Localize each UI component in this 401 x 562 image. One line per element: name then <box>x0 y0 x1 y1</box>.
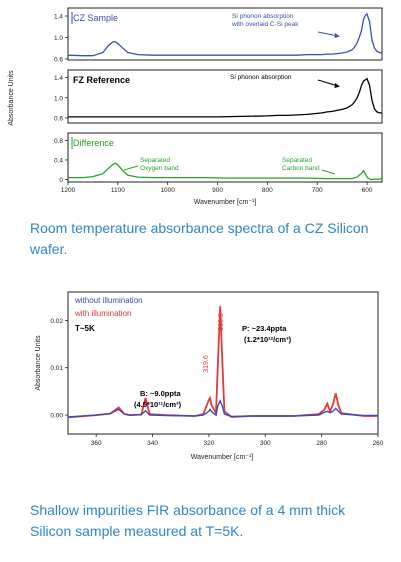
figure1-caption: Room temperature absorbance spectra of a… <box>30 220 369 257</box>
cz-annotation: Si phonon absorption with overlaid C-Si p… <box>231 13 299 28</box>
panel-frame-cz <box>67 7 383 61</box>
figure2-y-axis-label: Absorbance Units <box>35 335 42 391</box>
annotation-p-line1: P: ~23.4ppta <box>242 324 287 333</box>
y-tick-label-fz: 0.6 <box>54 115 63 122</box>
x-tick-label: 900 <box>212 187 223 194</box>
figure2-caption: Shallow impurities FIR absorbance of a 4… <box>30 502 346 539</box>
figure2-plot-frame <box>67 291 379 435</box>
carbon-band-arrow <box>321 169 336 175</box>
figure1-chart: Absorbance Units 1.4 1.0 0.6 CZ Sample 1.4 1.0… <box>8 7 383 206</box>
cz-annotation-arrowhead <box>334 33 340 38</box>
cz-annotation-arrow <box>317 31 339 37</box>
x-tick-label: 320 <box>203 440 214 447</box>
panel-title-fz: FZ Reference <box>73 75 130 85</box>
figure1-x-axis-label: Wavenumber [cm⁻¹] <box>194 199 257 206</box>
series-line-without-illumination <box>67 399 378 418</box>
fz-annotation: Si phonon absorption <box>230 74 292 81</box>
y-tick-label-fz: 1.4 <box>54 75 63 82</box>
y-tick-label-cz: 0.6 <box>54 56 63 63</box>
y-tick-label: 0.00 <box>50 413 63 420</box>
x-tick-label: 360 <box>91 440 102 447</box>
y-tick-label-fz: 1.0 <box>54 95 63 102</box>
x-tick-label: 340 <box>147 440 158 447</box>
series-line-diff <box>68 162 383 181</box>
fz-annotation-arrow <box>317 79 339 87</box>
oxygen-band-arrow <box>123 165 139 171</box>
series-line-cz <box>67 12 383 57</box>
figure2-chart: Absorbance Units 0.02 0.01 0.00 360 340 320 300… <box>35 291 384 461</box>
series-line-fz <box>68 77 382 118</box>
panel-frame-fz <box>67 69 383 124</box>
x-tick-label: 1100 <box>111 187 125 194</box>
x-tick-label: 260 <box>373 440 384 447</box>
panel-frame-diff <box>67 132 383 183</box>
y-tick-label-cz: 1.0 <box>54 35 63 42</box>
x-tick-label: 280 <box>316 440 327 447</box>
x-tick-label: 700 <box>312 187 323 194</box>
y-tick-label: 0.02 <box>50 318 63 325</box>
y-tick-label-cz: 1.4 <box>54 14 63 21</box>
y-tick-label: 0.01 <box>50 365 63 372</box>
y-tick-label-diff: 0 <box>59 177 63 184</box>
peak-label-316: 316.0 <box>218 313 225 331</box>
legend-temperature: T~5K <box>75 324 95 333</box>
oxygen-band-annotation: Separated Oxygen band <box>140 157 179 172</box>
x-tick-label: 1200 <box>61 187 76 194</box>
fz-annotation-arrowhead <box>334 83 340 88</box>
annotation-b-line2: (4.5*10¹¹/cm³) <box>134 400 182 409</box>
x-tick-label: 600 <box>362 187 373 194</box>
panel-title-diff: Difference <box>73 138 114 148</box>
y-tick-label-diff: 0.4 <box>54 157 63 164</box>
peak-label-319: 319.6 <box>203 355 210 373</box>
annotation-b-line1: B: ~9.0ppta <box>140 389 181 398</box>
annotation-p-line2: (1.2*10¹²/cm³) <box>244 335 292 344</box>
legend-without-illumination: without illumination <box>74 296 143 305</box>
figure2-x-axis-label: Wavenumber [cm⁻¹] <box>191 454 254 461</box>
figure1-y-axis-label: Absorbance Units <box>8 70 15 126</box>
y-tick-label-diff: 0.8 <box>54 138 63 145</box>
x-tick-label: 800 <box>262 187 273 194</box>
x-tick-label: 300 <box>260 440 271 447</box>
legend-with-illumination: with illumination <box>74 309 131 318</box>
carbon-band-annotation: Separated Carbon band <box>282 157 320 172</box>
panel-title-cz: CZ Sample <box>73 13 118 23</box>
x-tick-label: 1000 <box>160 187 175 194</box>
